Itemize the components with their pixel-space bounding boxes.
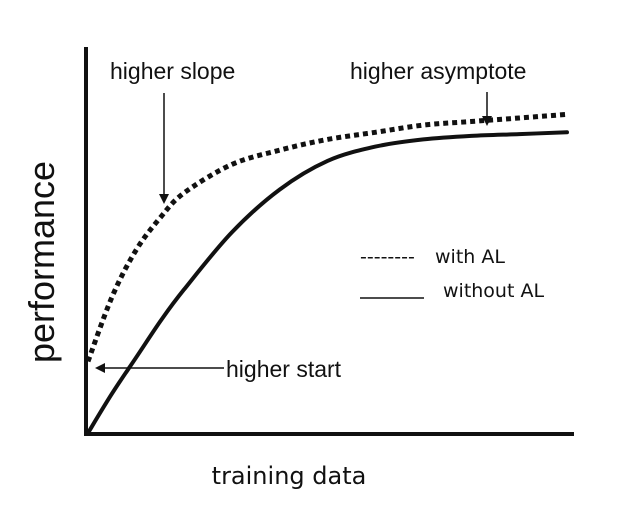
legend-label-without-al: without AL bbox=[443, 280, 544, 302]
series-line-with-al bbox=[85, 111, 568, 363]
x-axis-label: training data bbox=[212, 462, 367, 490]
annotation-higher-slope: higher slope bbox=[110, 58, 235, 84]
y-axis-label: performance bbox=[21, 161, 62, 363]
series-layer bbox=[85, 111, 569, 435]
legend-label-with-al: with AL bbox=[435, 246, 505, 268]
legend-sample-with-al: -------- bbox=[360, 246, 415, 268]
series-line-without-al bbox=[86, 130, 569, 435]
annotation-higher-start: higher start bbox=[226, 356, 342, 382]
annotation-higher-asymptote: higher asymptote bbox=[350, 58, 526, 84]
